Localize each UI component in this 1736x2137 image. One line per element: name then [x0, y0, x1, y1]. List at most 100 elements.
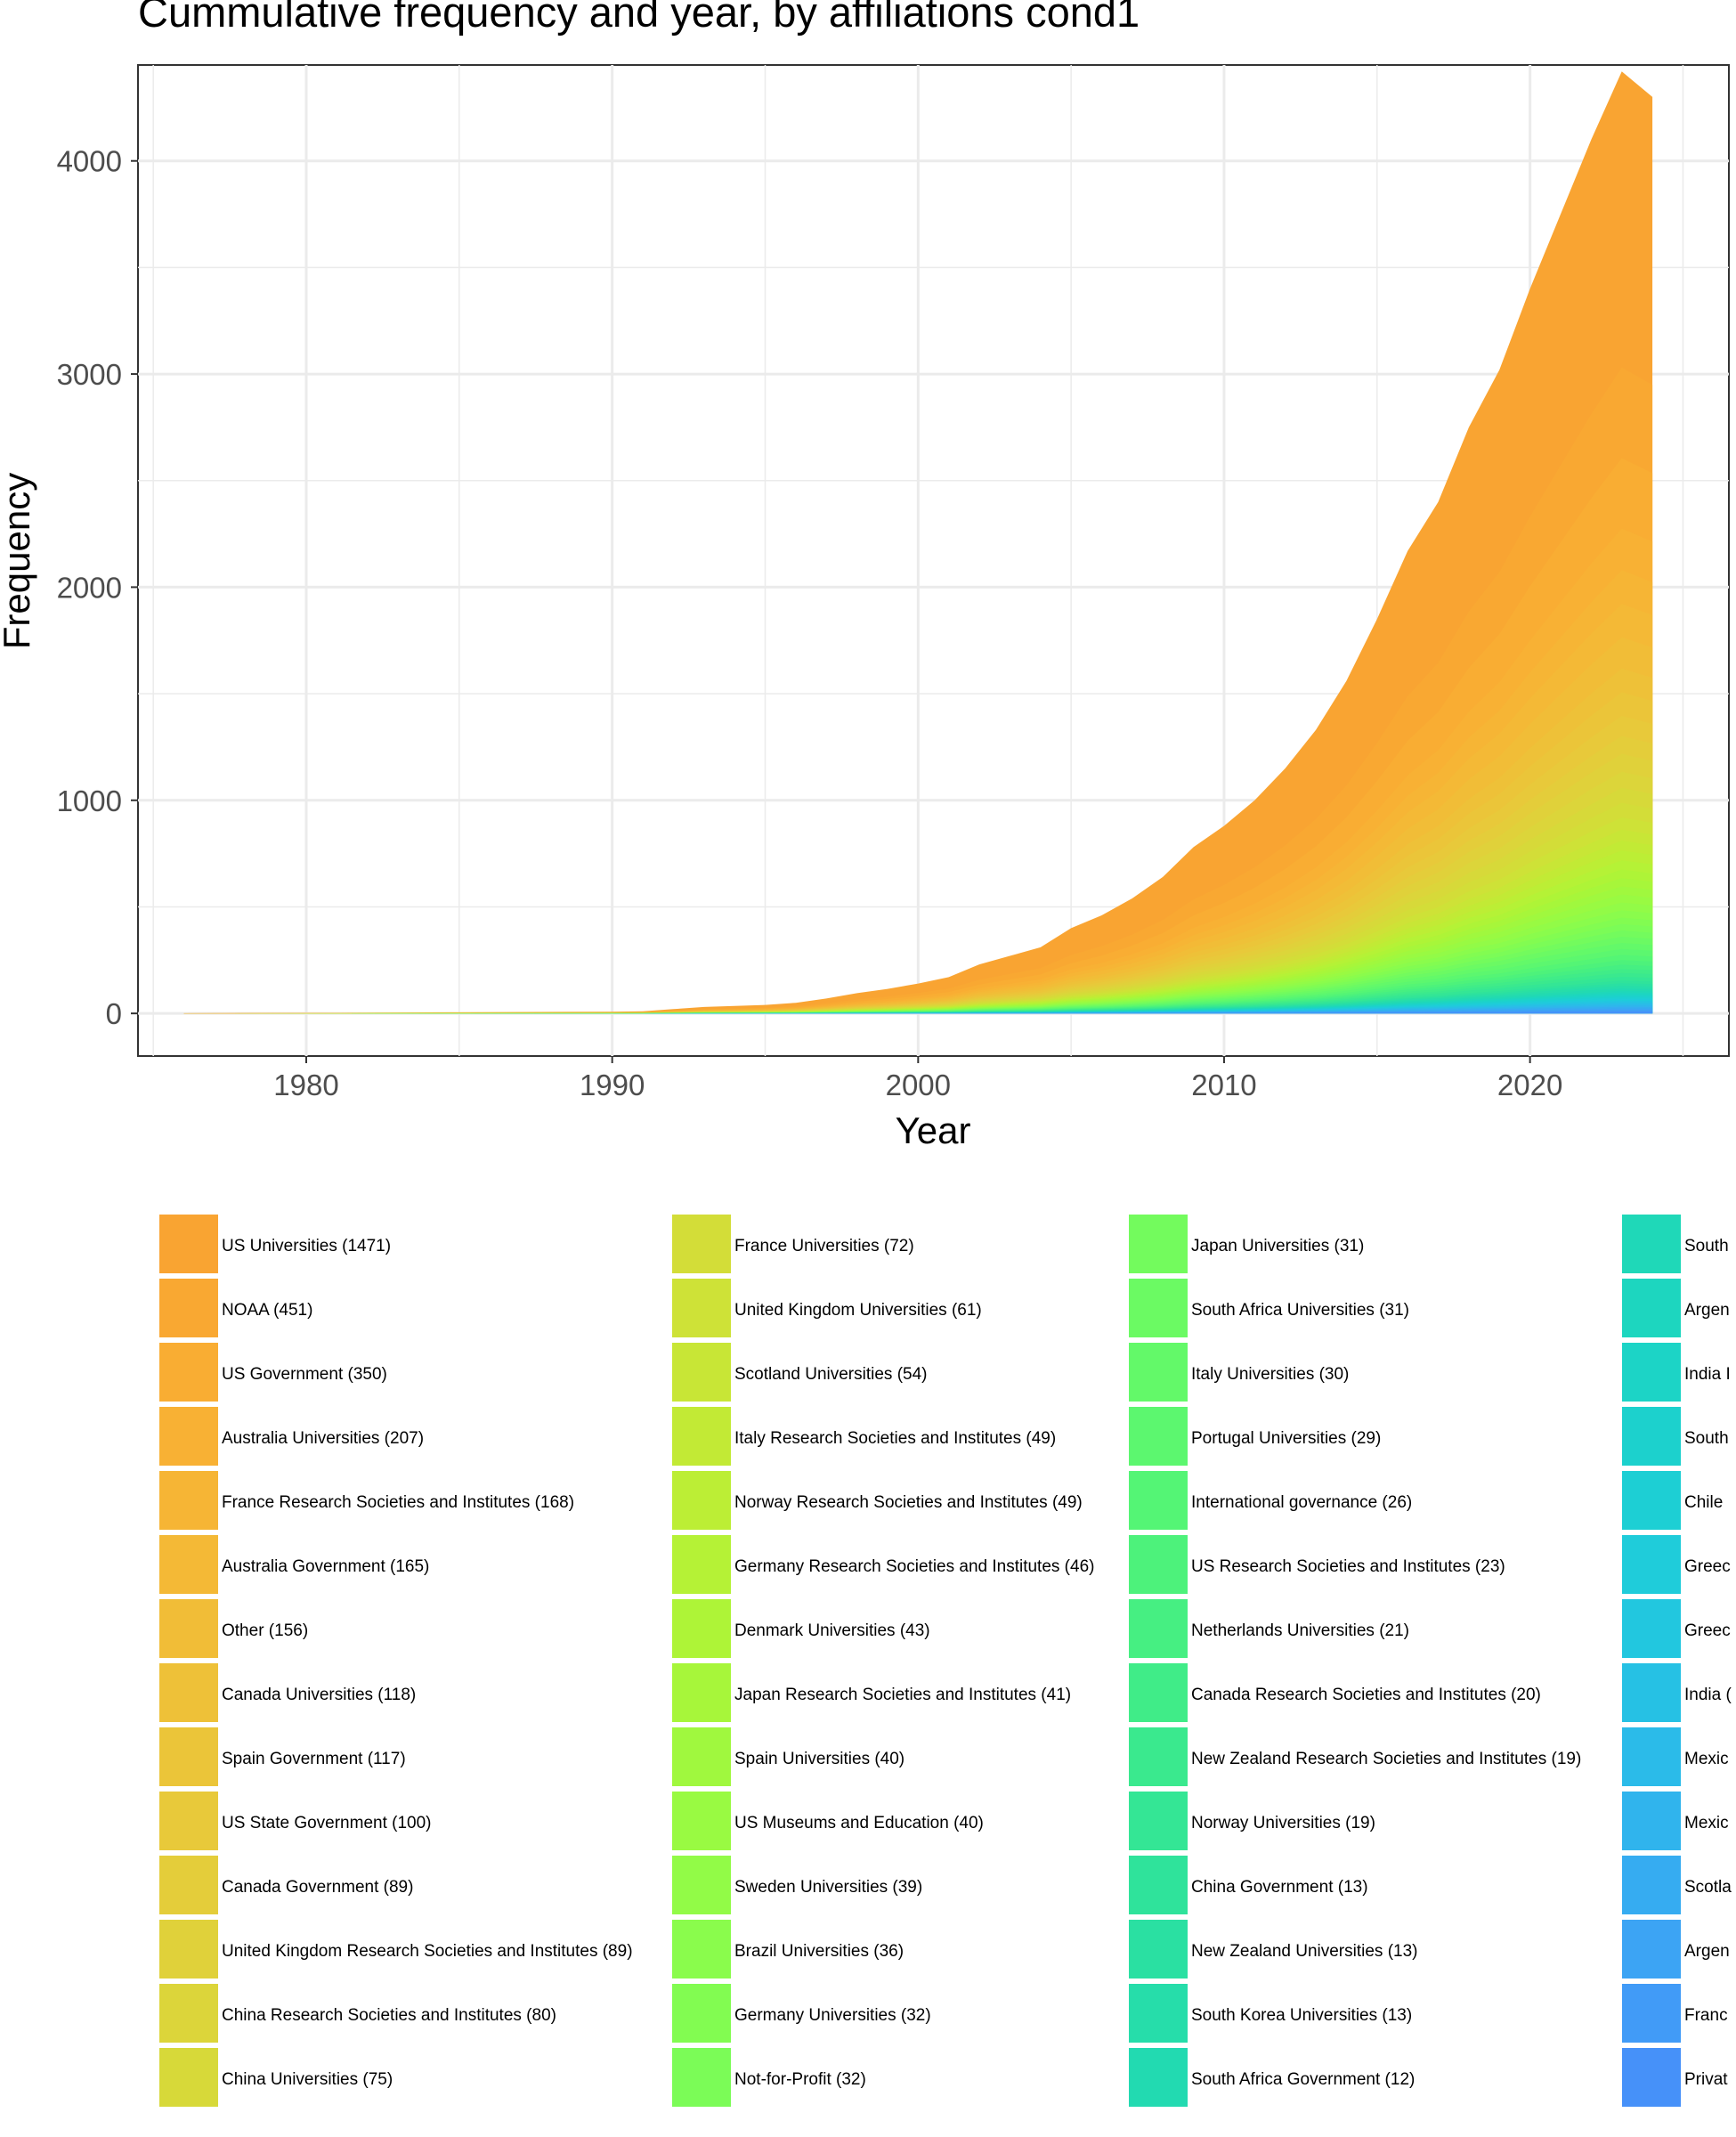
legend-key — [1129, 1856, 1188, 1914]
y-tick-label: 3000 — [57, 358, 122, 391]
legend-label: Japan Universities (31) — [1191, 1237, 1365, 1255]
legend-key — [1129, 1920, 1188, 1979]
area-series-33 — [183, 955, 1653, 1014]
legend-key — [672, 2048, 731, 2107]
legend-key — [672, 1920, 731, 1979]
x-tick-label: 2010 — [1191, 1068, 1256, 1101]
area-series-7 — [183, 637, 1653, 1014]
area-series-47 — [183, 997, 1653, 1014]
y-axis-title: Frequency — [0, 473, 37, 649]
y-axis: 0 1000 2000 3000 4000 — [57, 145, 138, 1030]
legend-label: Spain Universities (40) — [734, 1750, 905, 1768]
legend-label: Argen — [1684, 1942, 1730, 1961]
area-series-24 — [183, 894, 1653, 1014]
legend-label: Scotla — [1684, 1878, 1732, 1897]
grid-layer — [138, 65, 1729, 1056]
area-series-4 — [183, 528, 1653, 1014]
area-series-56 — [183, 1012, 1653, 1014]
legend-label: New Zealand Research Societies and Insti… — [1191, 1750, 1582, 1768]
area-series-29 — [183, 930, 1653, 1014]
area-series-1 — [183, 71, 1653, 1014]
legend-label: Australia Universities (207) — [222, 1429, 425, 1448]
legend-label: Germany Research Societies and Institute… — [734, 1557, 1095, 1576]
legend-key — [672, 1279, 731, 1337]
legend-key — [672, 1792, 731, 1850]
legend-key — [159, 1343, 218, 1402]
area-series-49 — [183, 1000, 1653, 1014]
chart-title: Cummulative frequency and year, by affil… — [138, 0, 1140, 36]
area-series-43 — [183, 990, 1653, 1014]
legend-key — [1129, 1343, 1188, 1402]
legend-key — [1129, 1599, 1188, 1658]
x-axis: 1980 1990 2000 2010 2020 — [273, 1056, 1562, 1101]
legend-label: Mexic — [1684, 1750, 1729, 1768]
legend-label: Franc — [1684, 2006, 1728, 2025]
area-series-39 — [183, 980, 1653, 1014]
legend-key — [1129, 1792, 1188, 1850]
legend-key — [672, 1535, 731, 1594]
legend-key — [159, 1856, 218, 1914]
legend-key — [1622, 1599, 1681, 1658]
legend-key — [159, 1471, 218, 1530]
area-series-22 — [183, 878, 1653, 1014]
y-tick-label: 2000 — [57, 571, 122, 604]
area-series-10 — [183, 715, 1653, 1014]
legend-key — [1129, 1407, 1188, 1466]
legend-key — [672, 1856, 731, 1914]
area-series-28 — [183, 923, 1653, 1014]
area-series-54 — [183, 1008, 1653, 1014]
legend-label: Denmark Universities (43) — [734, 1621, 930, 1640]
legend-label: France Research Societies and Institutes… — [222, 1493, 575, 1512]
legend-label: International governance (26) — [1191, 1493, 1413, 1512]
y-tick-label: 1000 — [57, 784, 122, 817]
legend-label: United Kingdom Research Societies and In… — [222, 1942, 633, 1961]
legend-key — [672, 1343, 731, 1402]
area-series-32 — [183, 948, 1653, 1014]
area-series-9 — [183, 692, 1653, 1014]
legend-key — [1129, 1727, 1188, 1786]
legend-key — [1129, 1663, 1188, 1722]
y-tick-label: 4000 — [57, 145, 122, 178]
area-series-36 — [183, 969, 1653, 1014]
legend-label: Greec — [1684, 1621, 1731, 1640]
area-series-21 — [183, 869, 1653, 1014]
area-series-30 — [183, 937, 1653, 1014]
legend-label: Netherlands Universities (21) — [1191, 1621, 1409, 1640]
legend-label: US Museums and Education (40) — [734, 1814, 984, 1832]
area-series-48 — [183, 998, 1653, 1014]
x-tick-label: 2000 — [886, 1068, 951, 1101]
area-series-42 — [183, 988, 1653, 1014]
legend-label: China Government (13) — [1191, 1878, 1368, 1897]
legend-key — [1622, 1727, 1681, 1786]
legend-label: Norway Research Societies and Institutes… — [734, 1493, 1083, 1512]
legend-label: US Research Societies and Institutes (23… — [1191, 1557, 1505, 1576]
legend-key — [159, 1215, 218, 1273]
legend-key — [159, 1984, 218, 2043]
legend-label: Spain Government (117) — [222, 1750, 406, 1768]
area-series-11 — [183, 735, 1653, 1014]
area-series-41 — [183, 986, 1653, 1014]
legend-key — [1622, 1984, 1681, 2043]
area-series-34 — [183, 960, 1653, 1014]
legend-label: Canada Universities (118) — [222, 1686, 417, 1704]
area-series-23 — [183, 886, 1653, 1014]
area-series-20 — [183, 860, 1653, 1014]
legend-label: US Government (350) — [222, 1365, 387, 1384]
area-series-52 — [183, 1005, 1653, 1014]
legend-label: China Universities (75) — [222, 2070, 393, 2089]
legend-label: Germany Universities (32) — [734, 2006, 931, 2025]
legend-key — [1622, 1856, 1681, 1914]
legend-key — [1622, 1535, 1681, 1594]
legend-label: India I — [1684, 1365, 1731, 1384]
legend-key — [159, 1920, 218, 1979]
y-tick-label: 0 — [106, 997, 122, 1030]
legend-label: Argen — [1684, 1301, 1730, 1320]
legend-label: Not-for-Profit (32) — [734, 2070, 866, 2089]
legend-label: Greec — [1684, 1557, 1731, 1576]
area-series-25 — [183, 902, 1653, 1014]
legend-label: Australia Government (165) — [222, 1557, 430, 1576]
legend-label: China Research Societies and Institutes … — [222, 2006, 556, 2025]
area-series-2 — [183, 367, 1653, 1014]
legend-key — [1129, 1279, 1188, 1337]
area-series-13 — [183, 771, 1653, 1014]
